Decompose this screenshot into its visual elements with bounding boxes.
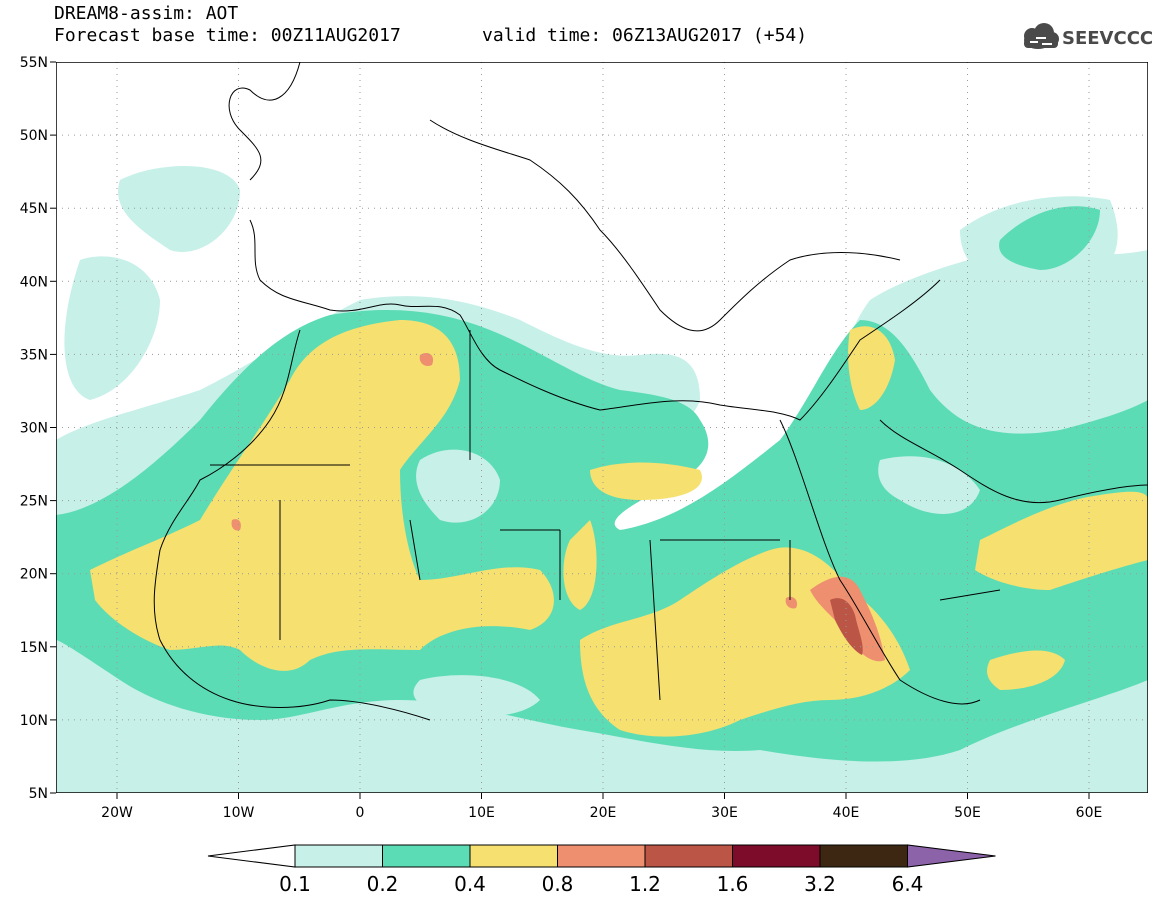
lat-label: 5N [29, 786, 48, 802]
lon-label: 20E [590, 805, 617, 821]
forecast-valid-time: valid time: 06Z13AUG2017 (+54) [482, 25, 808, 46]
colorbar-swatch [557, 844, 646, 868]
lat-label: 55N [20, 55, 48, 71]
colorbar-swatch [382, 844, 471, 868]
lon-label: 40E [833, 805, 860, 821]
lon-label: 10W [223, 805, 255, 821]
lat-label: 40N [20, 274, 48, 290]
colorbar-swatch [294, 844, 383, 868]
colorbar-over-triangle [907, 844, 996, 868]
colorbar-swatch [819, 844, 908, 868]
colorbar-swatch [469, 844, 558, 868]
lon-label: 60E [1076, 805, 1103, 821]
colorbar-swatch [732, 844, 821, 868]
lon-label: 50E [954, 805, 981, 821]
colorbar-label: 0.1 [279, 872, 311, 896]
colorbar: 0.1 0.2 0.4 0.8 1.2 1.6 3.2 6.4 [207, 844, 996, 896]
colorbar-label: 0.4 [454, 872, 486, 896]
colorbar-label: 1.2 [629, 872, 661, 896]
seevccc-logo [1024, 23, 1059, 49]
lat-label: 50N [20, 128, 48, 144]
lat-label: 10N [20, 713, 48, 729]
colorbar-label: 3.2 [804, 872, 836, 896]
lat-label: 35N [20, 347, 48, 363]
lon-label: 20W [101, 805, 133, 821]
map-area [56, 62, 1148, 793]
colorbar-under-triangle [207, 844, 296, 868]
lat-label: 20N [20, 567, 48, 583]
colorbar-swatch [644, 844, 733, 868]
colorbar-label: 0.8 [542, 872, 574, 896]
lon-label: 0 [356, 805, 365, 821]
colorbar-label: 1.6 [717, 872, 749, 896]
graticule [56, 62, 1148, 793]
lat-label: 15N [20, 640, 48, 656]
latitude-axis: 55N 50N 45N 40N 35N 30N 25N 20N 15N 10N 5N [20, 55, 56, 802]
coastlines-borders [153, 62, 1148, 721]
aot-field-0.1-0.2-patches [413, 449, 980, 717]
logo-text: SEEVCCC [1062, 28, 1154, 49]
colorbar-label: 6.4 [892, 872, 924, 896]
lat-label: 45N [20, 201, 48, 217]
product-title: DREAM8-assim: AOT [54, 3, 239, 24]
lat-label: 25N [20, 494, 48, 510]
forecast-base-time: Forecast base time: 00Z11AUG2017 [54, 25, 401, 46]
lon-label: 30E [711, 805, 738, 821]
longitude-axis: 20W 10W 0 10E 20E 30E 40E 50E 60E [101, 793, 1102, 821]
colorbar-label: 0.2 [367, 872, 399, 896]
lon-label: 10E [468, 805, 495, 821]
lat-label: 30N [20, 421, 48, 437]
